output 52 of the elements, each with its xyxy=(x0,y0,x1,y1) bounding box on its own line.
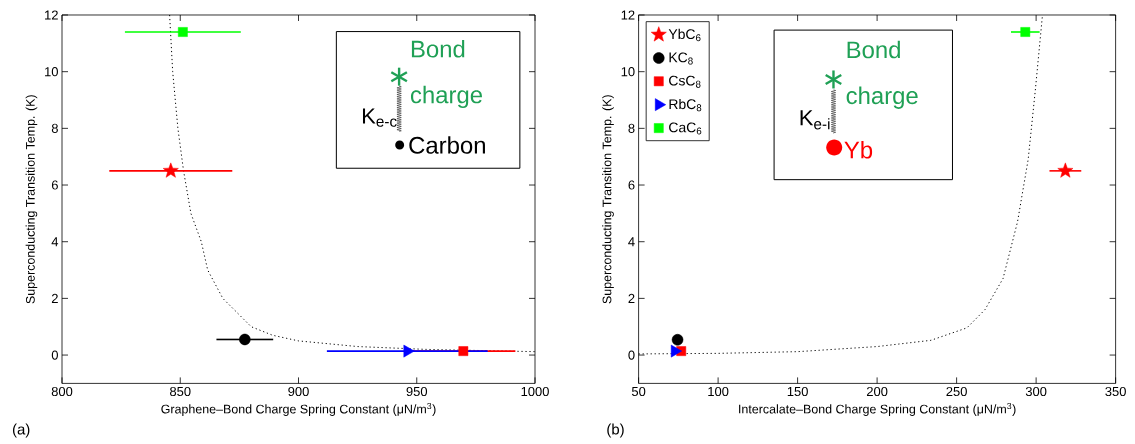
x-tick-label: 250 xyxy=(946,386,967,397)
x-tick-label: 100 xyxy=(708,386,729,397)
annotation: Bond charge xyxy=(410,39,482,109)
y-tick-label: 2 xyxy=(628,293,635,303)
y-tick-label: 12 xyxy=(45,10,58,20)
legend-label: CaC$_{6}$ xyxy=(669,122,702,135)
annotation: Yb xyxy=(844,140,873,159)
y-axis-title: Superconducting Transition Temp. (K) xyxy=(25,95,38,304)
x-tick-label: 150 xyxy=(787,386,808,397)
y-tick-label: 4 xyxy=(628,237,635,247)
point xyxy=(178,27,188,37)
text: (a) xyxy=(12,423,30,438)
legend-label: YbC$_{6}$ xyxy=(668,28,701,42)
annotation: Carbon xyxy=(409,136,485,154)
x-tick-label: 350 xyxy=(1105,386,1126,397)
x-axis-title: Intercalate–Bond Charge Spring Constant (μN/m$^{3}$) xyxy=(739,402,1016,416)
y-tick-label: 0 xyxy=(628,350,635,360)
point xyxy=(1020,27,1031,37)
y-tick-label: 10 xyxy=(45,67,58,77)
x-tick-label: 850 xyxy=(170,386,191,397)
y-tick-label: 10 xyxy=(621,67,635,77)
legend-label: CsC$_{8}$ xyxy=(669,75,701,88)
x-tick-label: 1000 xyxy=(521,386,549,397)
x-tick-label: 300 xyxy=(1025,386,1047,397)
point xyxy=(162,162,179,178)
x-tick-label: 800 xyxy=(51,386,73,397)
x-axis-title: Graphene–Bond Charge Spring Constant (μN/m$^{3}$) xyxy=(161,402,436,416)
annotation: K$_{e-i}$ xyxy=(800,110,830,130)
annotation: K$_{e-c}$ xyxy=(362,108,397,127)
point xyxy=(458,346,469,356)
x-tick-label: 950 xyxy=(406,386,428,397)
y-tick-label: 6 xyxy=(51,180,58,190)
point xyxy=(239,333,251,346)
y-tick-label: 12 xyxy=(621,10,635,20)
point xyxy=(1057,162,1074,178)
y-axis-title: Superconducting Transition Temp. (K) xyxy=(602,95,614,304)
y-tick-label: 8 xyxy=(51,123,58,133)
legend-label: KC$_{8}$ xyxy=(669,52,693,65)
y-tick-label: 2 xyxy=(51,293,58,303)
y-tick-label: 8 xyxy=(628,123,635,133)
y-tick-label: 6 xyxy=(628,180,635,190)
x-tick-label: 900 xyxy=(288,386,309,397)
point xyxy=(670,344,682,358)
x-tick-label: 50 xyxy=(631,386,646,397)
point xyxy=(403,344,415,358)
annotation: Bond charge xyxy=(846,40,918,109)
y-tick-label: 0 xyxy=(51,350,58,360)
y-tick-label: 4 xyxy=(51,237,59,247)
point xyxy=(671,334,684,346)
text: (b) xyxy=(607,423,624,438)
x-tick-label: 200 xyxy=(866,386,888,397)
legend-label: RbC$_{8}$ xyxy=(669,98,702,112)
